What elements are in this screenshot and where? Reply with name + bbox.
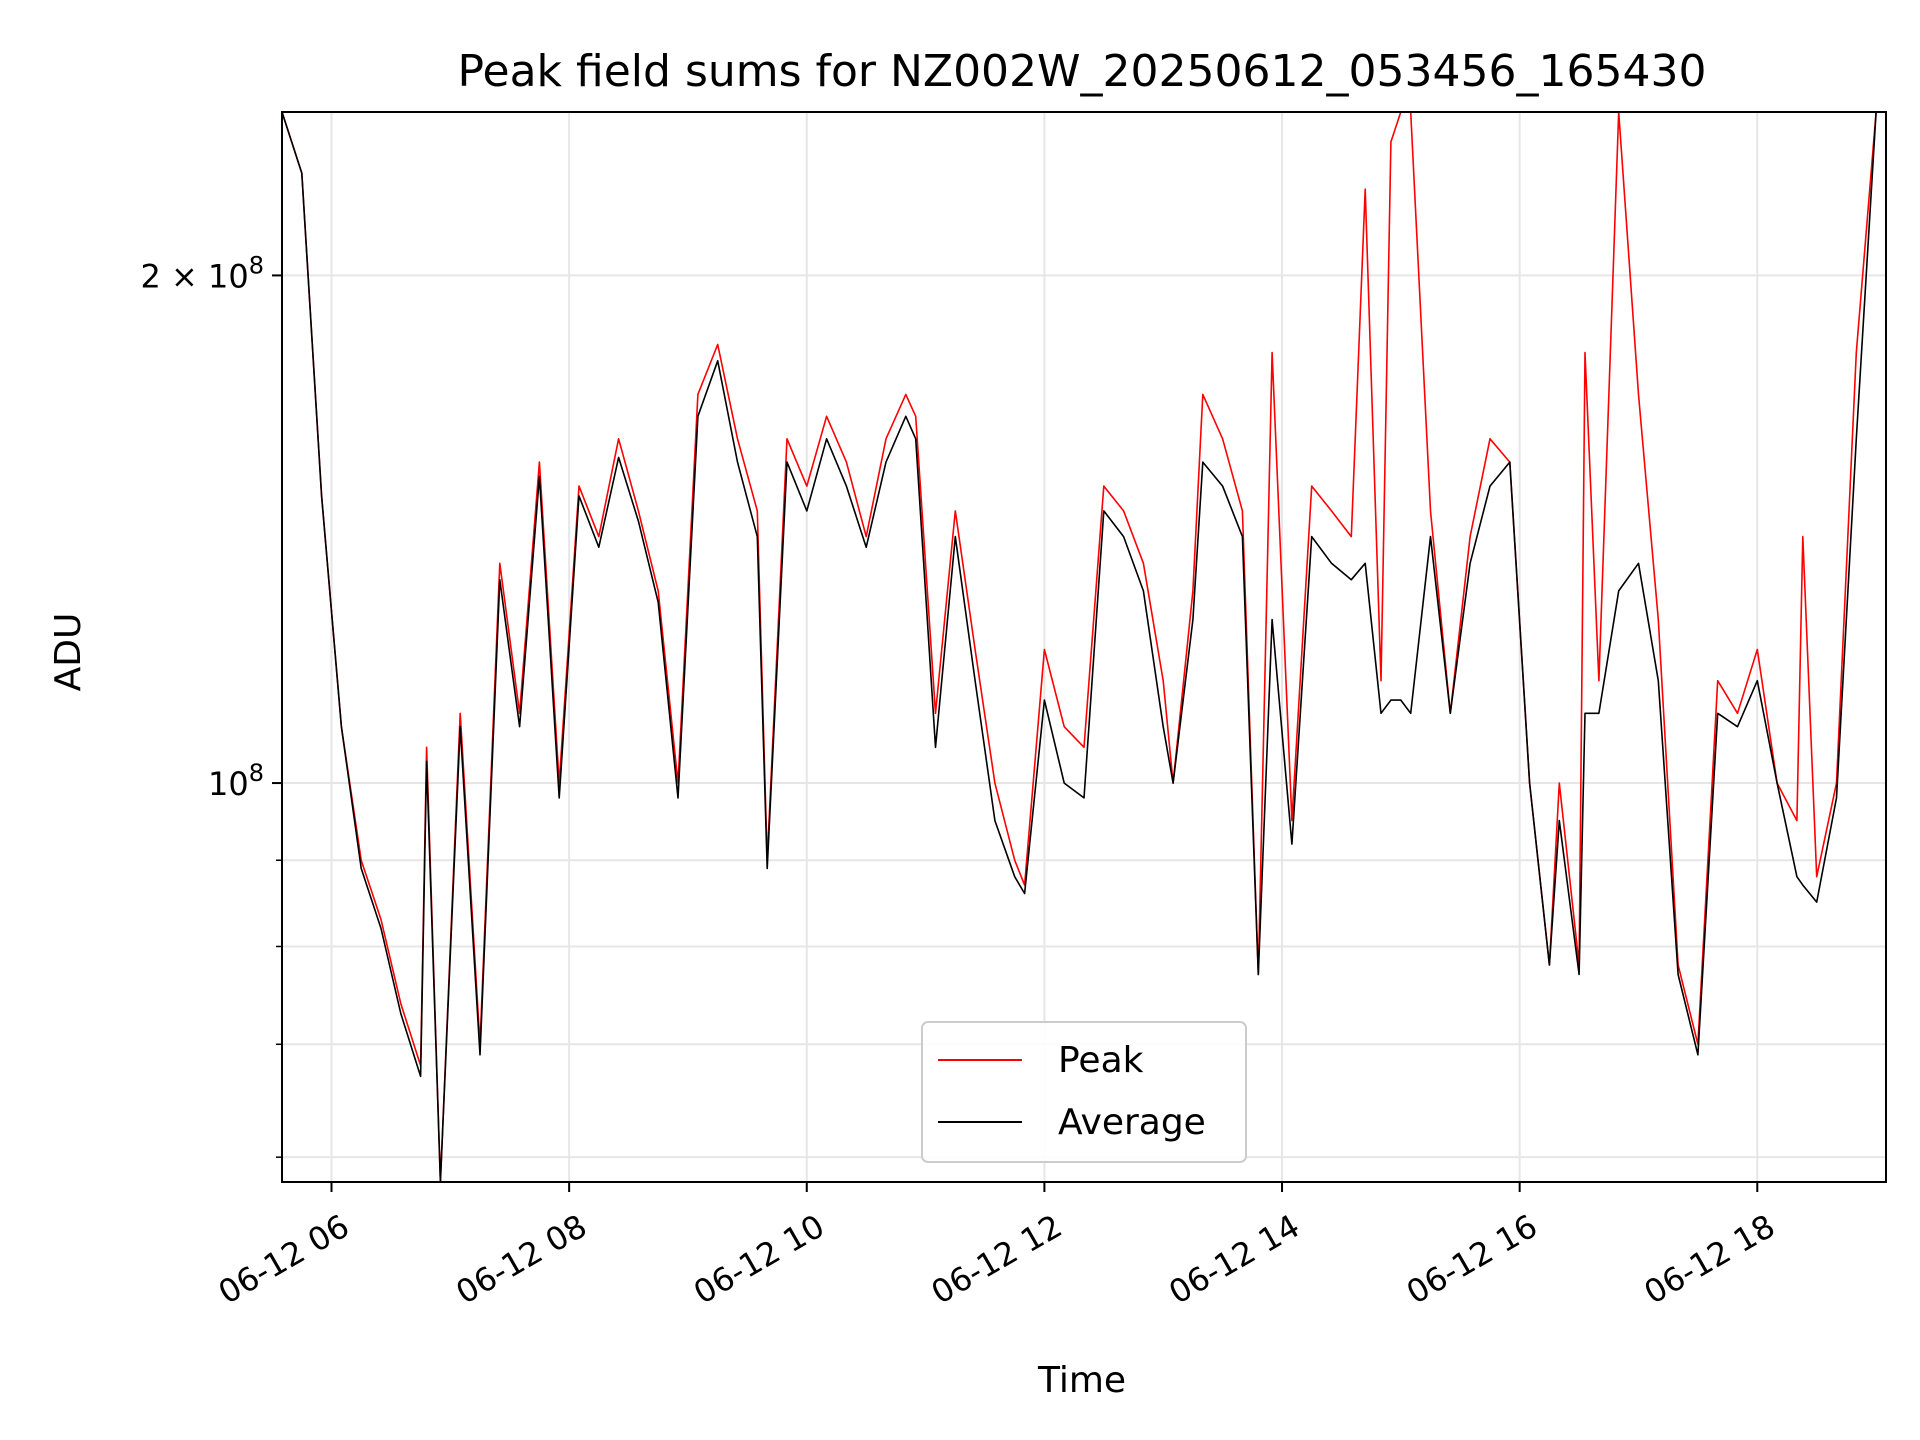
- legend-label-peak: Peak: [1058, 1040, 1144, 1081]
- y-axis-label: ADU: [48, 613, 89, 692]
- series-line-average: [282, 112, 1877, 1182]
- grid-layer: [282, 112, 1886, 1182]
- plot-frame: [281, 111, 1887, 1183]
- legend-box: [921, 1021, 1247, 1163]
- y-tick-label: 108: [208, 759, 264, 803]
- legend-label-average: Average: [1058, 1102, 1206, 1143]
- y-tick-label: 2 × 108: [140, 251, 264, 295]
- legend: Peak Average: [921, 1021, 1247, 1163]
- series-line-peak: [282, 112, 1877, 1182]
- series-layer: [282, 112, 1877, 1182]
- chart-title: Peak field sums for NZ002W_20250612_0534…: [458, 46, 1707, 97]
- x-axis-label: Time: [1037, 1360, 1126, 1401]
